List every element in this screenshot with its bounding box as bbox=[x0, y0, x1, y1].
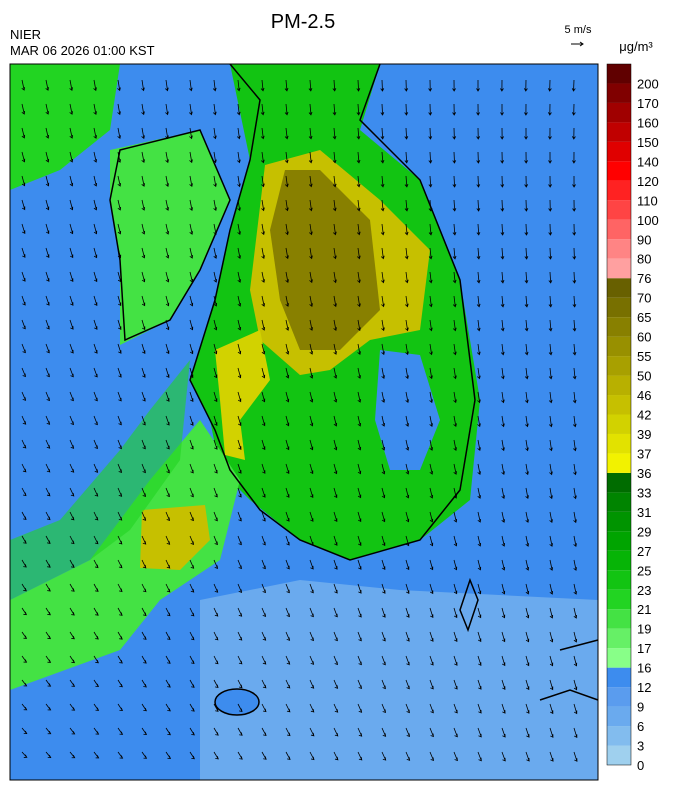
colorbar-band bbox=[607, 83, 631, 103]
pm-area bbox=[375, 350, 440, 470]
island bbox=[214, 688, 260, 716]
colorbar-label: 60 bbox=[637, 330, 651, 345]
colorbar-band bbox=[607, 609, 631, 629]
colorbar-label: 140 bbox=[637, 154, 659, 169]
pm-area bbox=[215, 330, 270, 460]
colorbar-label: 200 bbox=[637, 76, 659, 91]
timestamp: MAR 06 2026 01:00 KST bbox=[10, 43, 155, 58]
colorbar-label: 27 bbox=[637, 544, 651, 559]
colorbar-label: 0 bbox=[637, 758, 644, 773]
colorbar-band bbox=[607, 317, 631, 337]
colorbar-label: 25 bbox=[637, 563, 651, 578]
colorbar-band bbox=[607, 648, 631, 668]
colorbar-label: 160 bbox=[637, 115, 659, 130]
map bbox=[9, 63, 599, 781]
pm-area bbox=[110, 130, 230, 345]
pm-area bbox=[140, 505, 210, 570]
colorbar-label: 23 bbox=[637, 583, 651, 598]
colorbar-label: 9 bbox=[637, 700, 644, 715]
colorbar-band bbox=[607, 180, 631, 201]
colorbar-band bbox=[607, 453, 631, 473]
colorbar-band bbox=[607, 375, 631, 396]
title: PM-2.5 bbox=[271, 11, 335, 33]
colorbar-label: 42 bbox=[637, 408, 651, 423]
colorbar-label: 36 bbox=[637, 466, 651, 481]
colorbar-band bbox=[607, 200, 631, 220]
colorbar-label: 19 bbox=[637, 622, 651, 637]
colorbar-band bbox=[607, 336, 631, 357]
agency: NIER bbox=[10, 27, 41, 42]
colorbar-band bbox=[607, 122, 631, 142]
colorbar-band bbox=[607, 433, 631, 454]
colorbar-label: 70 bbox=[637, 291, 651, 306]
colorbar-band bbox=[607, 219, 631, 240]
coastline bbox=[109, 63, 599, 701]
colorbar-label: 170 bbox=[637, 96, 659, 111]
colorbar-band bbox=[607, 706, 631, 727]
colorbar-band bbox=[607, 472, 631, 493]
colorbar-band bbox=[607, 414, 631, 434]
colorbar-label: 120 bbox=[637, 174, 659, 189]
colorbar-band bbox=[607, 492, 631, 512]
colorbar-band bbox=[607, 141, 631, 162]
colorbar-band bbox=[607, 667, 631, 688]
colorbar-band bbox=[607, 570, 631, 590]
colorbar-label: 17 bbox=[637, 641, 651, 656]
colorbar-band bbox=[607, 511, 631, 532]
colorbar-band bbox=[607, 278, 631, 298]
colorbar-band bbox=[607, 356, 631, 376]
wind-vectors bbox=[21, 79, 578, 762]
map-frame bbox=[9, 63, 599, 781]
colorbar-label: 76 bbox=[637, 271, 651, 286]
colorbar-band bbox=[607, 628, 631, 649]
pm-area bbox=[200, 580, 598, 780]
colorbar-band bbox=[607, 726, 631, 746]
colorbar-label: 39 bbox=[637, 427, 651, 442]
colorbar-label: 33 bbox=[637, 485, 651, 500]
colorbar-label: 80 bbox=[637, 252, 651, 267]
colorbar-band bbox=[607, 258, 631, 279]
colorbar-label: 21 bbox=[637, 602, 651, 617]
colorbar-label: 37 bbox=[637, 446, 651, 461]
colorbar: 0369121617192123252729313336373942465055… bbox=[606, 63, 659, 773]
colorbar-label: 6 bbox=[637, 719, 644, 734]
colorbar-label: 50 bbox=[637, 369, 651, 384]
wind-scale-arrow bbox=[571, 41, 584, 47]
colorbar-band bbox=[607, 531, 631, 551]
wind-scale-label: 5 m/s bbox=[565, 24, 592, 36]
colorbar-label: 110 bbox=[637, 193, 658, 208]
colorbar-label: 90 bbox=[637, 232, 651, 247]
pm-area bbox=[270, 170, 380, 350]
colorbar-label: 100 bbox=[637, 213, 659, 228]
colorbar-band bbox=[607, 102, 631, 123]
colorbar-label: 29 bbox=[637, 524, 651, 539]
colorbar-band bbox=[607, 745, 631, 765]
pm-area bbox=[10, 360, 190, 600]
pm-area bbox=[10, 64, 120, 190]
colorbar-band bbox=[607, 64, 631, 84]
colorbar-band bbox=[607, 239, 631, 259]
colorbar-label: 3 bbox=[637, 739, 644, 754]
pm-area bbox=[10, 420, 240, 690]
colorbar-unit: μg/m³ bbox=[619, 39, 653, 54]
colorbar-label: 65 bbox=[637, 310, 651, 325]
colorbar-band bbox=[607, 589, 631, 610]
colorbar-label: 55 bbox=[637, 349, 651, 364]
colorbar-label: 46 bbox=[637, 388, 651, 403]
colorbar-band bbox=[607, 687, 631, 707]
colorbar-label: 150 bbox=[637, 135, 659, 150]
colorbar-band bbox=[607, 395, 631, 415]
colorbar-label: 31 bbox=[637, 505, 651, 520]
colorbar-band bbox=[607, 161, 631, 181]
colorbar-label: 12 bbox=[637, 680, 651, 695]
colorbar-frame bbox=[606, 63, 632, 766]
colorbar-label: 16 bbox=[637, 661, 651, 676]
colorbar-band bbox=[607, 550, 631, 571]
colorbar-band bbox=[607, 297, 631, 318]
